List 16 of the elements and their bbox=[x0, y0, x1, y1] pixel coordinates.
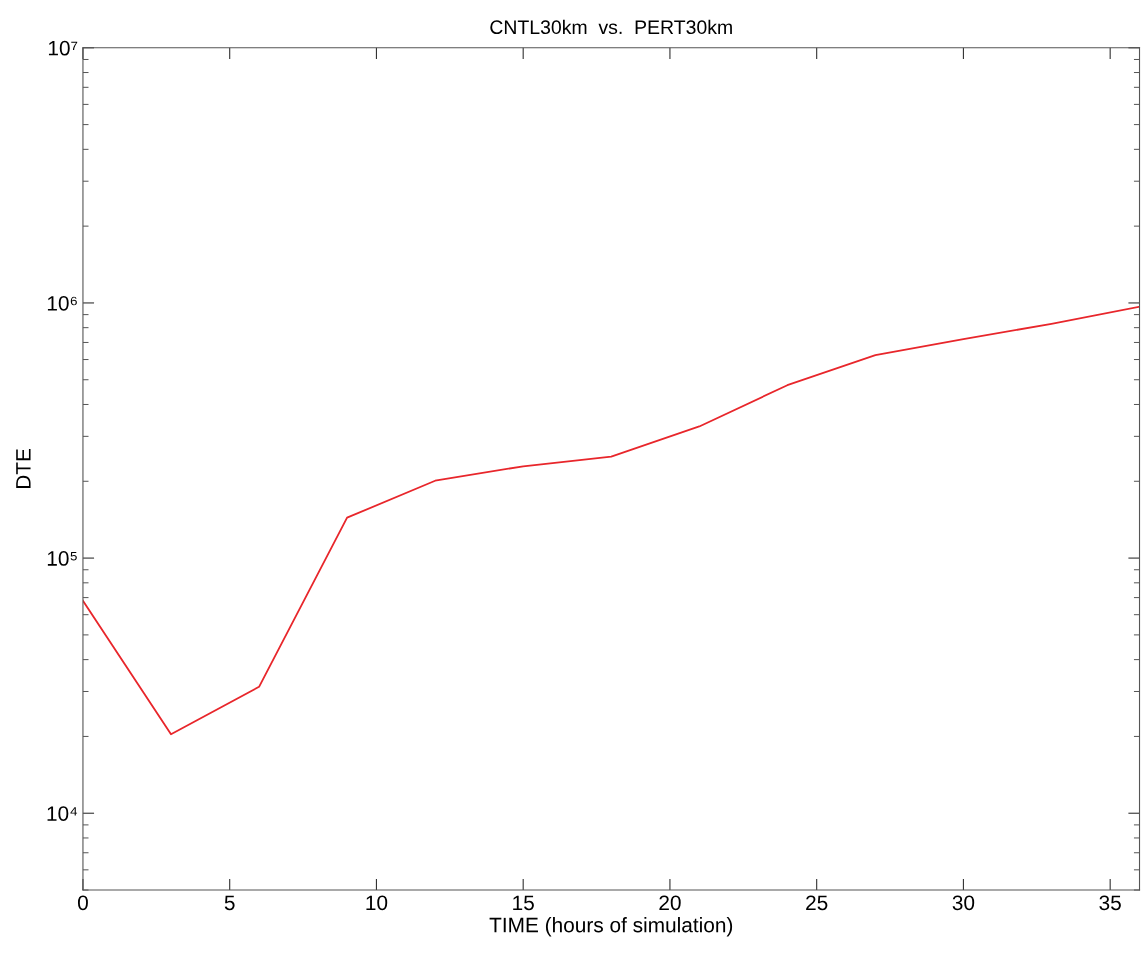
x-tick-label: 30 bbox=[952, 895, 975, 911]
x-tick-label: 5 bbox=[224, 895, 235, 911]
y-tick-label: 10⁶ bbox=[47, 295, 77, 311]
x-tick-label: 10 bbox=[366, 895, 388, 911]
y-axis-title: DTE bbox=[16, 448, 31, 489]
line-series bbox=[82, 305, 1140, 736]
x-tick-label: 0 bbox=[77, 895, 88, 911]
x-tick-label: 25 bbox=[806, 895, 828, 911]
y-tick-label: 10⁴ bbox=[47, 806, 78, 821]
y-tick-label: 10⁵ bbox=[47, 551, 77, 566]
chart-title: CNTL30km vs. PERT30km bbox=[490, 19, 732, 35]
x-tick-label: 15 bbox=[513, 895, 534, 911]
x-tick-label: 20 bbox=[659, 895, 681, 911]
x-tick-label: 35 bbox=[1099, 895, 1121, 911]
x-axis-title: TIME (hours of simulation) bbox=[489, 917, 733, 937]
y-tick-label: 10⁷ bbox=[48, 40, 78, 56]
